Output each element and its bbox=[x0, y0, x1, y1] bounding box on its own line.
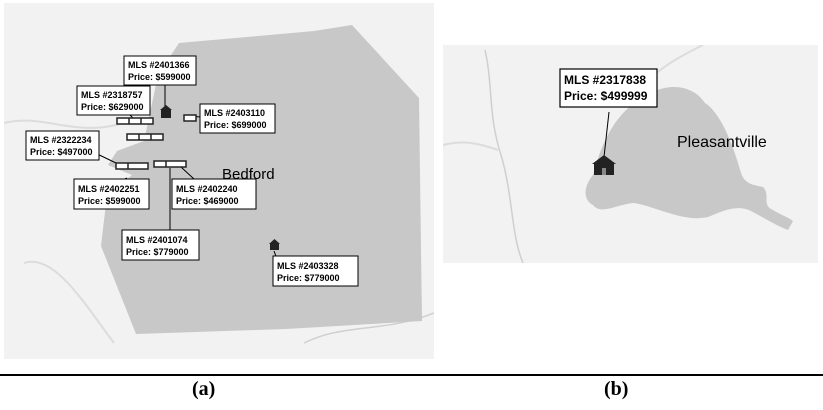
mls-number: MLS #2402240 bbox=[176, 184, 238, 194]
mls-number: MLS #2318757 bbox=[81, 90, 143, 100]
panel-caption-a: (a) bbox=[192, 378, 216, 400]
listing-callout[interactable]: MLS #2402251 Price: $599000 bbox=[73, 178, 150, 210]
road bbox=[23, 260, 115, 344]
mls-number: MLS #2402251 bbox=[78, 184, 140, 194]
listing-price: Price: $779000 bbox=[126, 247, 189, 257]
town-label: Pleasantville bbox=[677, 134, 767, 151]
listing-price: Price: $599000 bbox=[78, 196, 141, 206]
house-icon[interactable] bbox=[269, 239, 280, 250]
listing-price: Price: $497000 bbox=[30, 147, 93, 157]
listing-labels: MLS #2401366 Price: $599000 MLS #2318757… bbox=[25, 55, 359, 287]
listing-callout[interactable]: MLS #2401366 Price: $599000 bbox=[123, 55, 197, 86]
listing-callout[interactable]: MLS #2401074 Price: $779000 bbox=[121, 229, 200, 261]
mls-number: MLS #2401074 bbox=[126, 235, 188, 245]
map-panel-bedford: Bedford bbox=[4, 3, 434, 359]
caption-rule bbox=[0, 374, 823, 376]
mls-number: MLS #2403110 bbox=[204, 108, 265, 118]
map-panel-pleasantville: Pleasantville MLS #2317838 Price: $49999… bbox=[443, 45, 818, 263]
listing-price: Price: $779000 bbox=[277, 273, 340, 283]
listing-price: Price: $469000 bbox=[176, 196, 239, 206]
leader-line bbox=[603, 111, 610, 158]
house-icon[interactable] bbox=[183, 114, 197, 122]
listing-price: Price: $599000 bbox=[128, 72, 191, 82]
road bbox=[484, 49, 524, 263]
mls-number: MLS #2403328 bbox=[277, 261, 339, 271]
mls-number: MLS #2401366 bbox=[128, 60, 190, 70]
listing-price: Price: $629000 bbox=[81, 102, 144, 112]
house-icon[interactable] bbox=[116, 117, 154, 125]
house-icon[interactable] bbox=[153, 160, 187, 168]
house-icon[interactable] bbox=[592, 155, 616, 175]
listing-callout[interactable]: MLS #2318757 Price: $629000 bbox=[76, 85, 151, 116]
pleasantville-town-region bbox=[585, 86, 793, 230]
house-icon[interactable] bbox=[160, 105, 172, 118]
house-icon[interactable] bbox=[126, 133, 164, 141]
mls-number: MLS #2322234 bbox=[30, 135, 92, 145]
road bbox=[443, 141, 499, 151]
panel-caption-b: (b) bbox=[604, 378, 629, 400]
listing-callout[interactable]: MLS #2402240 Price: $469000 bbox=[171, 178, 257, 210]
listing-callout[interactable]: MLS #2403110 Price: $699000 bbox=[199, 103, 276, 134]
listing-callout[interactable]: MLS #2403328 Price: $779000 bbox=[272, 255, 359, 287]
road bbox=[4, 119, 125, 129]
pleasantville-map: Pleasantville MLS #2317838 Price: $49999… bbox=[443, 45, 818, 263]
listing-callout[interactable]: MLS #2322234 Price: $497000 bbox=[25, 130, 100, 161]
house-icon[interactable] bbox=[115, 162, 149, 170]
house-markers bbox=[115, 105, 280, 250]
mls-number: MLS #2317838 bbox=[564, 73, 646, 87]
listing-price: Price: $499999 bbox=[564, 89, 648, 103]
bedford-map: Bedford bbox=[4, 3, 434, 359]
listing-callout[interactable]: MLS #2317838 Price: $499999 bbox=[559, 68, 658, 108]
listing-price: Price: $699000 bbox=[204, 120, 267, 130]
